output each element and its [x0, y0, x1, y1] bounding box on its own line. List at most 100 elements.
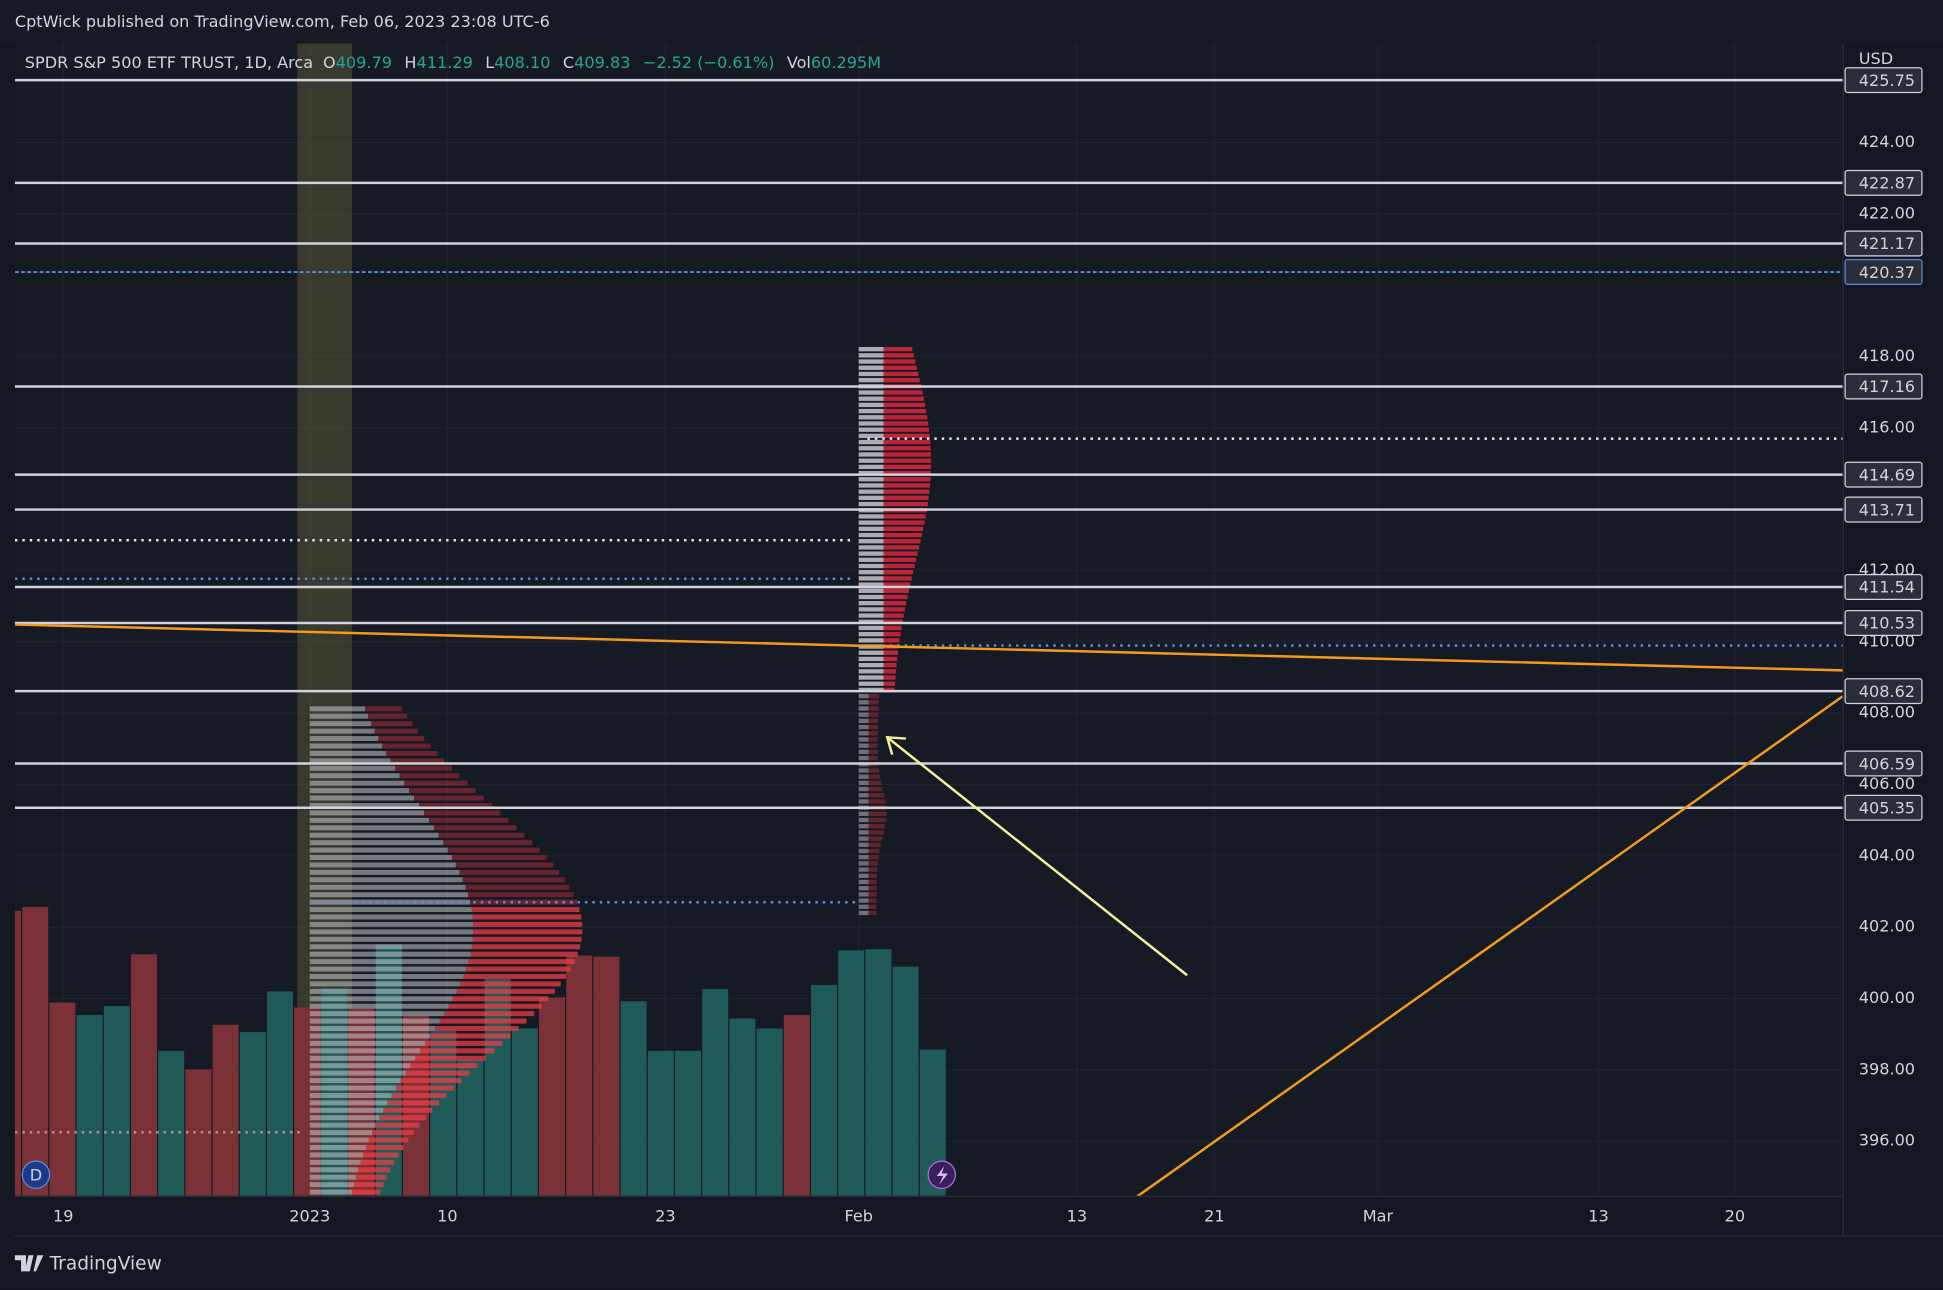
profile-row	[473, 921, 583, 927]
ohlc-name: L	[485, 53, 494, 72]
profile-row	[858, 873, 869, 878]
profile-row	[858, 433, 884, 439]
profile-row	[858, 817, 869, 823]
profile-row	[414, 795, 484, 801]
profile-row	[868, 886, 877, 891]
profile-row	[470, 899, 577, 905]
level-label-box	[1844, 794, 1923, 821]
profile-row	[858, 446, 884, 451]
profile-row	[868, 898, 877, 903]
profile-row	[438, 832, 525, 838]
profile-row	[868, 910, 877, 916]
profile-row	[309, 750, 387, 756]
profile-row	[883, 433, 930, 439]
ohlc-value: 408.10	[494, 53, 550, 72]
profile-row	[858, 576, 884, 581]
profile-row	[309, 736, 379, 742]
profile-row	[883, 377, 920, 383]
dividend-badge	[21, 1160, 51, 1189]
profile-row	[883, 390, 923, 395]
profile-row	[883, 545, 920, 550]
level-label-box	[1844, 169, 1923, 196]
profile-row	[858, 879, 869, 885]
profile-row	[309, 810, 425, 816]
profile-row	[883, 446, 931, 451]
profile-row	[868, 712, 879, 717]
profile-row	[309, 988, 457, 994]
level-label: 408.62	[1859, 682, 1915, 701]
profile-row	[309, 1159, 361, 1165]
profile-row	[309, 1137, 369, 1143]
level-label-box	[1844, 678, 1923, 705]
profile-row	[868, 855, 879, 860]
y-tick-label: 398.00	[1859, 1059, 1915, 1078]
profile-row	[883, 681, 895, 686]
profile-row	[309, 817, 429, 823]
profile-row	[858, 408, 884, 414]
profile-row	[858, 520, 884, 525]
volume-value: 60.295M	[811, 53, 881, 72]
profile-row	[868, 873, 877, 878]
profile-row	[858, 532, 884, 538]
profile-row	[309, 1085, 397, 1091]
profile-row	[415, 1055, 486, 1061]
profile-row	[858, 631, 884, 637]
level-label-box	[1844, 230, 1923, 257]
profile-row	[470, 951, 578, 957]
profile-row	[309, 758, 391, 764]
profile-row	[309, 743, 383, 749]
profile-row	[309, 1040, 426, 1046]
profile-row	[858, 718, 869, 724]
volume-bar	[566, 955, 593, 1196]
y-tick-label: 402.00	[1859, 917, 1915, 936]
profile-row	[399, 773, 460, 779]
profile-row	[309, 1182, 354, 1188]
profile-row	[883, 532, 922, 538]
profile-row	[468, 959, 575, 965]
volume-bar	[14, 910, 22, 1196]
brand: TradingView	[49, 1253, 162, 1274]
profile-row	[309, 862, 456, 868]
volume-bar	[811, 985, 837, 1196]
profile-row	[471, 944, 581, 950]
profile-row	[868, 817, 887, 823]
profile-row	[405, 1070, 470, 1076]
volume-bar	[212, 1024, 239, 1196]
profile-row	[365, 1145, 404, 1150]
symbol: SPDR S&P 500 ETF TRUST, 1D, Arca	[25, 53, 313, 72]
profile-row	[858, 613, 884, 618]
profile-row	[858, 824, 869, 829]
profile-row	[858, 625, 884, 631]
profile-row	[858, 483, 884, 488]
profile-row	[355, 1174, 387, 1180]
profile-row	[309, 1018, 440, 1024]
profile-row	[868, 824, 886, 829]
profile-row	[868, 879, 877, 885]
profile-row	[883, 402, 926, 408]
profile-row	[309, 921, 474, 927]
y-tick-label: 416.00	[1859, 417, 1915, 436]
profile-row	[868, 718, 879, 724]
profile-row	[309, 973, 464, 979]
profile-row	[858, 855, 869, 860]
profile-row	[858, 700, 869, 705]
profile-row	[868, 892, 877, 897]
level-label-box	[1844, 461, 1923, 488]
profile-row	[858, 377, 884, 383]
profile-row	[309, 832, 439, 838]
profile-row	[858, 470, 884, 476]
profile-row	[883, 489, 930, 494]
profile-row	[858, 365, 884, 370]
profile-row	[858, 811, 869, 817]
volume-bar	[892, 966, 919, 1196]
profile-row	[858, 780, 869, 786]
profile-row	[883, 675, 896, 680]
profile-row	[868, 706, 879, 711]
profile-row	[858, 353, 884, 358]
profile-row	[472, 914, 582, 920]
level-label: 405.35	[1859, 798, 1915, 817]
profile-row	[309, 1115, 380, 1121]
profile-row	[868, 749, 878, 755]
profile-row	[883, 638, 900, 643]
volume-bar	[838, 950, 865, 1196]
